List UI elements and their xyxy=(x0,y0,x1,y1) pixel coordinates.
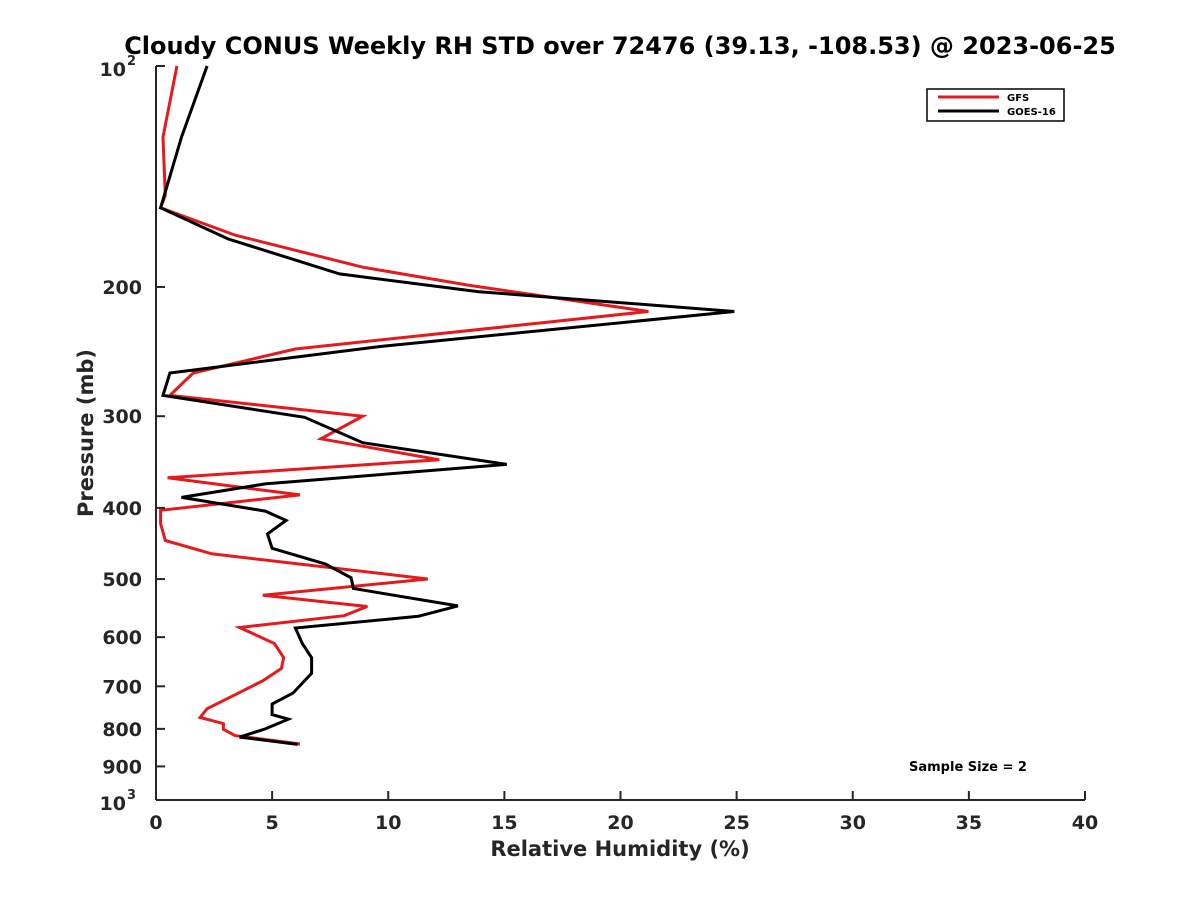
series-line-gfs xyxy=(158,65,649,746)
y-tick-label: 500 xyxy=(102,569,142,591)
x-tick-label: 10 xyxy=(375,812,401,834)
x-tick-label: 0 xyxy=(149,812,162,834)
y-tick-label: 700 xyxy=(102,676,142,698)
series-line-goes-16 xyxy=(158,65,735,746)
legend-label-gfs: GFS xyxy=(1007,93,1029,104)
x-tick-label: 30 xyxy=(840,812,866,834)
y-tick-label-exponent: 3 xyxy=(127,788,136,803)
y-tick-label-power: 10 2 xyxy=(100,54,137,81)
y-axis-label: Pressure (mb) xyxy=(74,349,98,517)
y-tick-label-base: 10 xyxy=(100,59,126,81)
chart-title: Cloudy CONUS Weekly RH STD over 72476 (3… xyxy=(124,32,1116,60)
x-tick-label: 25 xyxy=(723,812,749,834)
x-axis-label: Relative Humidity (%) xyxy=(490,837,749,861)
legend-box xyxy=(926,88,1065,122)
x-tick-label: 20 xyxy=(607,812,633,834)
y-tick-label: 400 xyxy=(102,498,142,520)
x-tick-label: 35 xyxy=(956,812,982,834)
y-tick-label: 900 xyxy=(102,756,142,778)
y-tick-label: 200 xyxy=(102,277,142,299)
legend: GFS GOES-16 xyxy=(926,88,1065,122)
legend-label-goes-16: GOES-16 xyxy=(1007,107,1056,118)
y-tick-label-exponent: 2 xyxy=(127,54,136,69)
y-tick-label: 800 xyxy=(102,719,142,741)
x-tick-label: 15 xyxy=(491,812,517,834)
y-tick-label: 300 xyxy=(102,406,142,428)
x-tick-label: 5 xyxy=(266,812,279,834)
y-tick-label-power: 10 3 xyxy=(100,788,137,815)
x-tick-label: 40 xyxy=(1072,812,1098,834)
plot-lines xyxy=(158,65,735,746)
y-tick-label: 600 xyxy=(102,627,142,649)
sample-size-annotation: Sample Size = 2 xyxy=(909,760,1027,775)
y-tick-label-base: 10 xyxy=(100,793,126,815)
